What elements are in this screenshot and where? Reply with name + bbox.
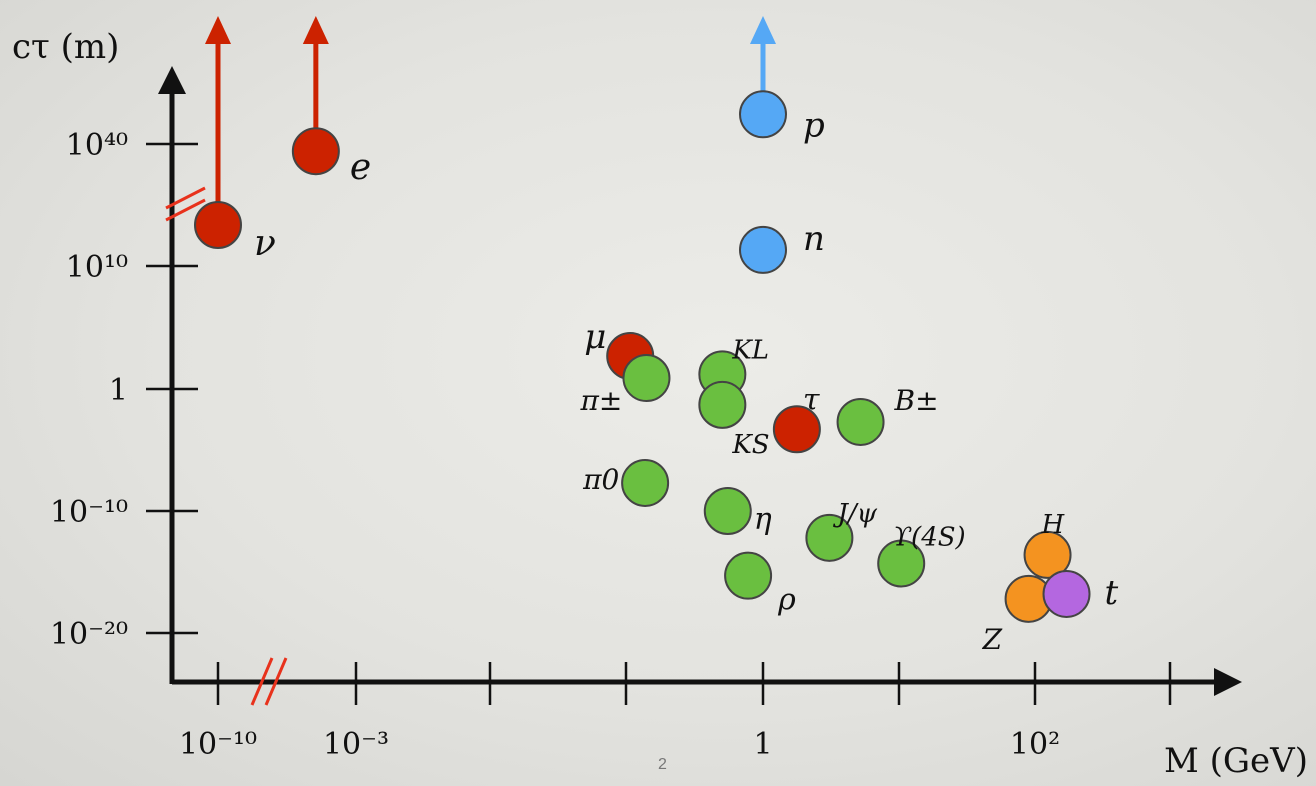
point-KS (698, 380, 747, 429)
point-e (291, 127, 340, 176)
point-4S (877, 539, 926, 588)
x-tick-label: 10⁻¹⁰ (179, 727, 257, 762)
label-t: t (1105, 573, 1119, 613)
limit-arrowhead-sym (205, 16, 231, 44)
label-sym: ρ (777, 583, 796, 618)
x-tick-label: 10⁻³ (323, 727, 389, 762)
point-sym (622, 354, 671, 403)
y-tick-label: 10⁴⁰ (66, 128, 128, 163)
tick-marks (146, 142, 1172, 705)
label-B: B± (894, 384, 939, 417)
point-B (836, 397, 885, 446)
label-Z: Z (982, 623, 1003, 656)
label-4S: ϒ(4S) (893, 522, 966, 552)
lower-limit-arrows (205, 16, 776, 205)
label-sym: π± (579, 384, 622, 417)
y-axis-label: cτ (m) (12, 27, 119, 67)
point-0 (621, 458, 670, 507)
limit-arrowhead-p (750, 16, 776, 44)
y-tick-label: 10¹⁰ (66, 250, 128, 285)
label-sym: τ (803, 382, 820, 417)
point-J (805, 513, 854, 562)
label-sym: μ (584, 317, 606, 357)
point-p (739, 90, 787, 139)
label-J: J/ψ (832, 499, 877, 529)
y-axis-break-mark (165, 198, 206, 222)
data-points (194, 90, 1091, 623)
limit-arrowhead-e (302, 16, 329, 44)
label-sym: ν (254, 223, 276, 264)
y-axis-arrowhead (158, 66, 186, 94)
label-KS: KS (731, 430, 769, 460)
y-axis-break-mark (165, 186, 206, 210)
x-axis-break-mark (264, 657, 288, 706)
x-axis-label: M (GeV) (1164, 741, 1308, 781)
point-sym (724, 551, 773, 600)
y-tick-label: 1 (109, 373, 128, 408)
label-0: π0 (582, 463, 619, 496)
label-n: n (803, 219, 825, 259)
x-tick-label: 1 (753, 727, 772, 762)
label-H: H (1041, 510, 1066, 540)
label-e: e (350, 147, 371, 188)
point-sym (703, 487, 752, 535)
point-sym (772, 405, 821, 454)
point-H (1023, 530, 1072, 579)
x-tick-label: 10² (1010, 727, 1060, 762)
slide-number: 2 (658, 756, 667, 773)
label-KL: KL (731, 335, 769, 365)
point-n (739, 225, 787, 274)
x-axis-break-mark (250, 657, 274, 706)
x-axis-arrowhead (1214, 668, 1242, 696)
point-t (1042, 569, 1091, 618)
label-p: p (803, 105, 825, 145)
label-sym: η (754, 502, 772, 537)
point-labels: 10⁻¹⁰ 10⁻³ 1 10² 10⁴⁰ 10¹⁰ 1 10⁻¹⁰ 10⁻²⁰ cτ (m) M … (12, 27, 1308, 781)
point-sym (194, 201, 242, 249)
y-tick-label: 10⁻¹⁰ (50, 495, 128, 530)
y-tick-label: 10⁻²⁰ (50, 617, 128, 652)
